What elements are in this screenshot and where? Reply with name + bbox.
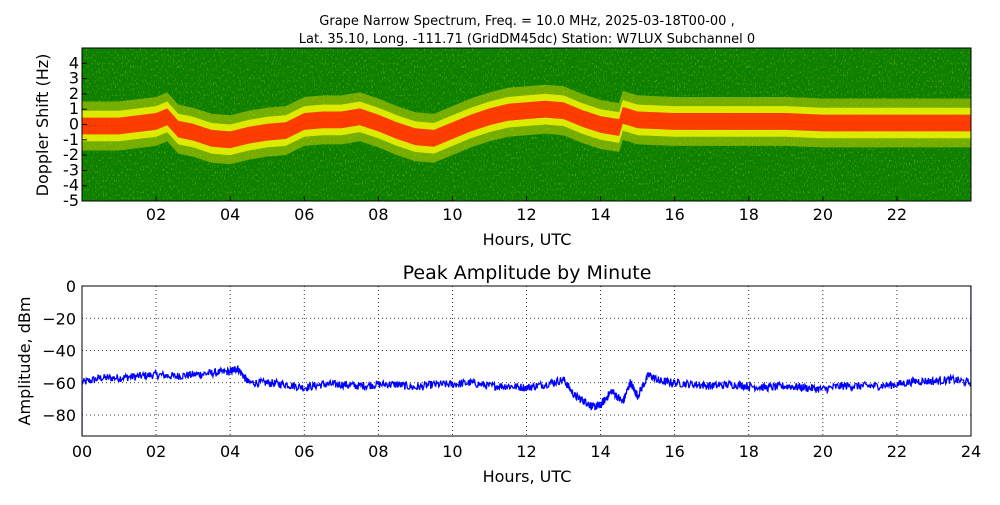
amplitude-x-axis-label: Hours, UTC	[483, 467, 572, 486]
spectrum-x-tick-label: 02	[146, 205, 166, 224]
amplitude-y-tick-label: −60	[42, 374, 76, 393]
amplitude-x-tick-label: 12	[516, 442, 536, 461]
spectrum-x-tick-label: 04	[220, 205, 240, 224]
amplitude-y-axis-label: Amplitude, dBm	[15, 297, 34, 426]
spectrum-y-tick-label: -3	[63, 160, 79, 179]
spectrum-y-tick-label: 0	[69, 115, 79, 134]
amplitude-series-line	[82, 286, 971, 435]
spectrum-title-line1: Grape Narrow Spectrum, Freq. = 10.0 MHz,…	[319, 14, 734, 29]
amplitude-y-tick-label: −20	[42, 309, 76, 328]
amplitude-x-tick-label: 10	[442, 442, 462, 461]
spectrum-x-tick-label: 12	[516, 205, 536, 224]
amplitude-y-tick-label: −80	[42, 406, 76, 425]
spectrum-x-ticks: 02 04 06 08 10 12 14 16 18 20 22	[146, 196, 907, 224]
spectrum-chart: Grape Narrow Spectrum, Freq. = 10.0 MHz,…	[33, 14, 972, 249]
spectrum-x-tick-label: 10	[442, 205, 462, 224]
amplitude-x-tick-label: 14	[590, 442, 610, 461]
spectrum-x-tick-label: 16	[664, 205, 684, 224]
amplitude-frame	[81, 285, 972, 437]
amplitude-chart: Peak Amplitude by Minute 00 02 04 06 08 10 12 1…	[15, 262, 981, 486]
signal-band-1	[82, 93, 971, 156]
amplitude-x-tick-label: 18	[739, 442, 759, 461]
spectrum-x-tick-label: 20	[813, 205, 833, 224]
amplitude-x-tick-label: 04	[220, 442, 240, 461]
amplitude-title: Peak Amplitude by Minute	[403, 262, 652, 284]
spectrum-x-axis-label: Hours, UTC	[483, 230, 572, 249]
spectrum-title-line2: Lat. 35.10, Long. -111.71 (GridDM45dc) S…	[299, 32, 755, 47]
amplitude-y-tick-label: −40	[42, 342, 76, 361]
amplitude-y-tick-label: 0	[66, 277, 76, 296]
amplitude-background	[82, 286, 971, 436]
spectrum-x-tick-label: 06	[294, 205, 314, 224]
amplitude-x-tick-label: 20	[813, 442, 833, 461]
amplitude-x-ticks: 00 02 04 06 08 10 12 14 16 18 20 22 24	[72, 442, 981, 461]
spectrum-y-tick-label: -1	[63, 130, 79, 149]
amplitude-x-tick-label: 22	[887, 442, 907, 461]
spectrum-y-tick-label: 3	[69, 69, 79, 88]
spectrum-y-tick-label: -5	[63, 191, 79, 210]
amplitude-x-tick-label: 06	[294, 442, 314, 461]
spectrum-x-tick-label: 22	[887, 205, 907, 224]
spectrum-y-tick-label: 1	[69, 99, 79, 118]
spectrum-y-tick-label: 2	[69, 84, 79, 103]
amplitude-x-tick-label: 02	[146, 442, 166, 461]
amplitude-x-tick-label: 24	[961, 442, 981, 461]
spectrum-x-tick-label: 18	[739, 205, 759, 224]
amplitude-x-tick-label: 16	[664, 442, 684, 461]
spectrum-x-tick-label: 08	[368, 205, 388, 224]
spectrum-y-axis-label: Doppler Shift (Hz)	[33, 54, 52, 197]
spectrum-plot-area	[82, 48, 971, 201]
spectrum-y-tick-label: 4	[69, 53, 79, 72]
spectrum-y-tick-label: -2	[63, 145, 79, 164]
spectrum-y-tick-label: -4	[63, 176, 79, 195]
spectrum-peak-trace	[82, 108, 971, 141]
amplitude-x-tick-label: 00	[72, 442, 92, 461]
spectrum-x-tick-label: 14	[590, 205, 610, 224]
amplitude-x-tick-label: 08	[368, 442, 388, 461]
amplitude-y-ticks: 0 −20 −40 −60 −80	[42, 277, 76, 425]
